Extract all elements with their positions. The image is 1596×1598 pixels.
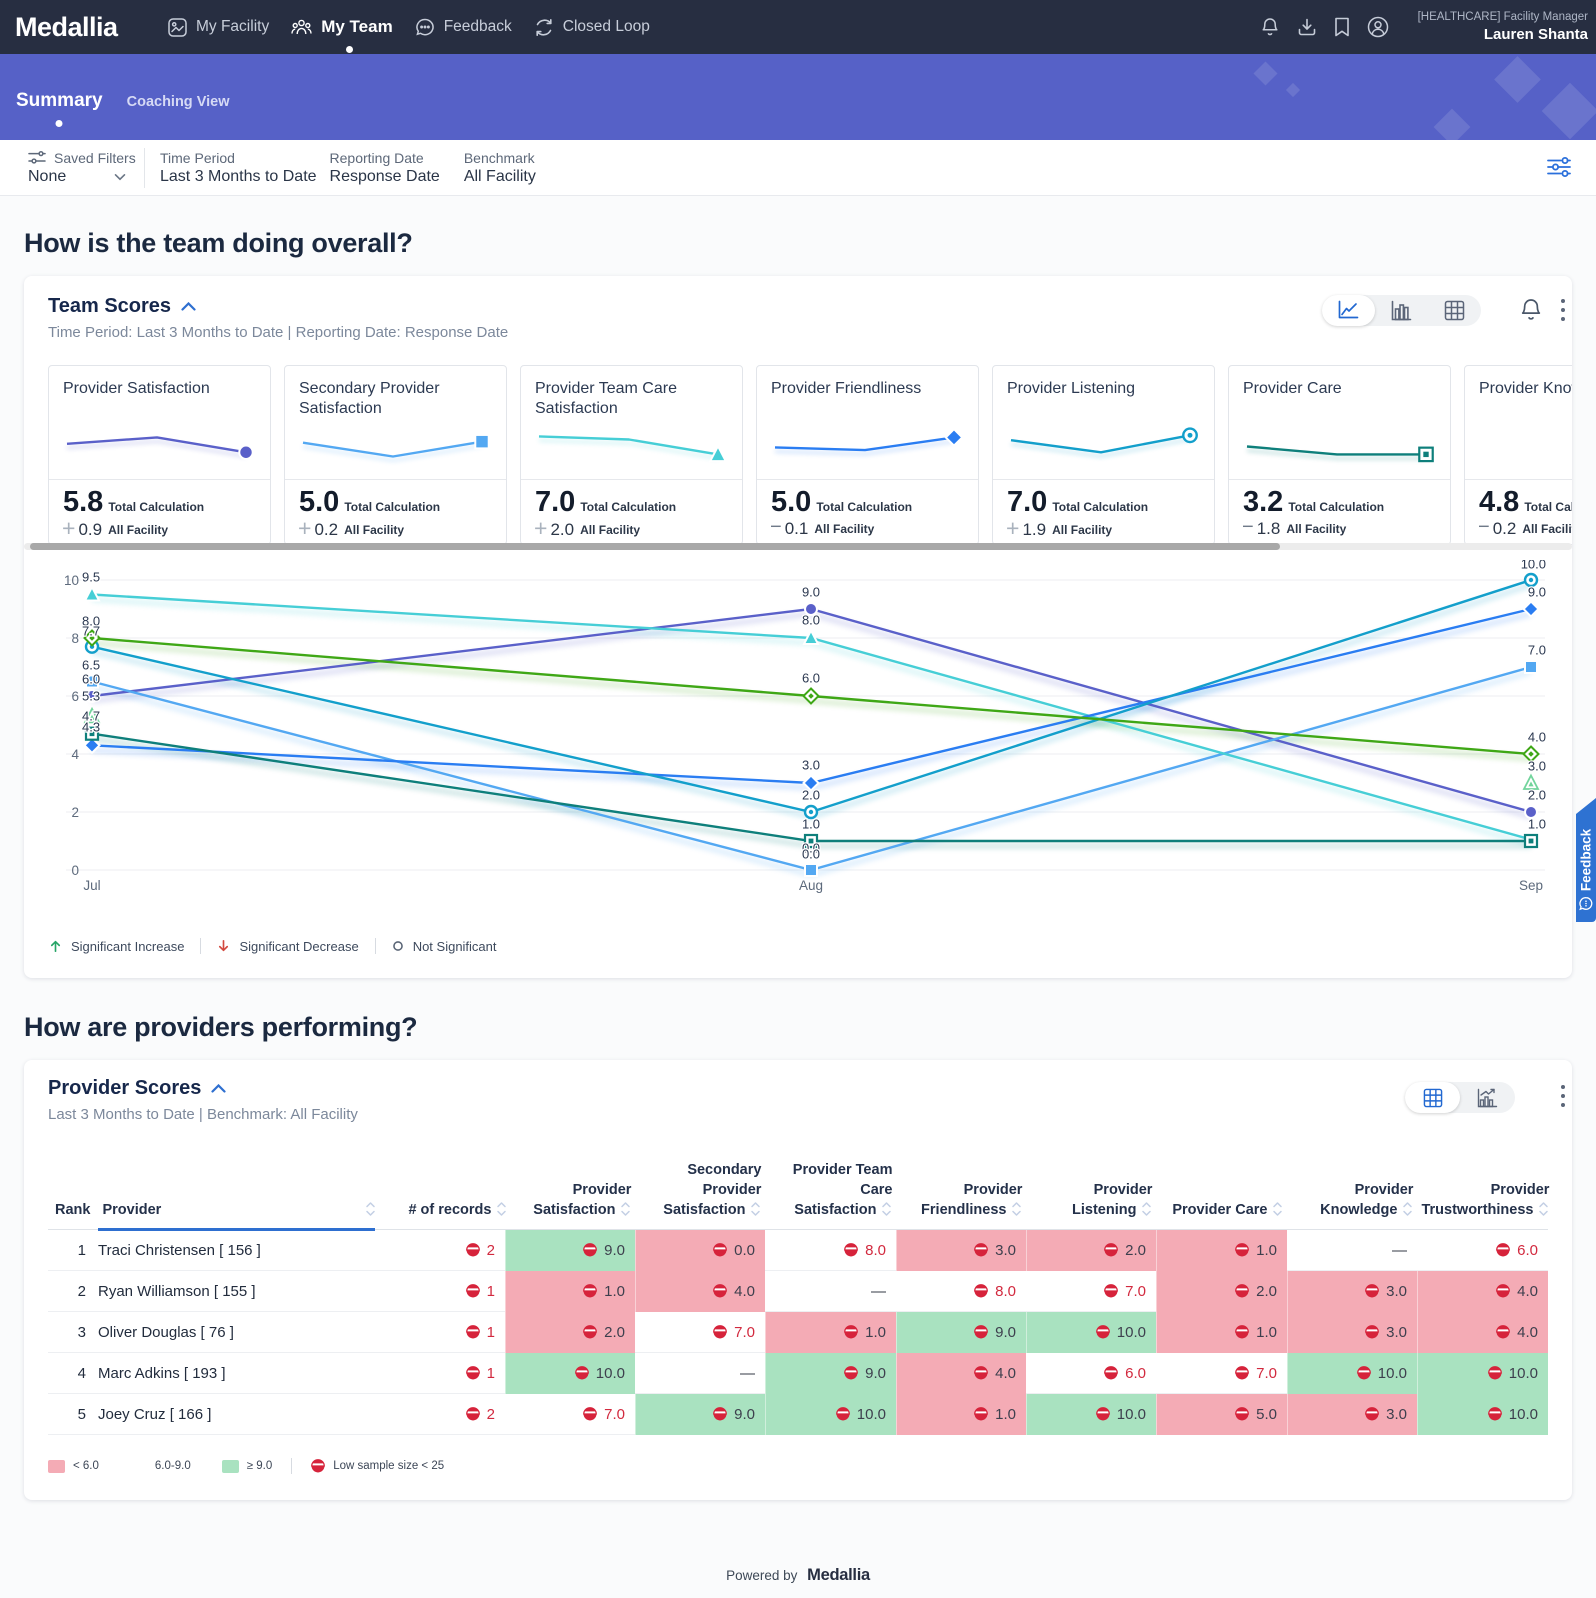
svg-text:7.7: 7.7	[82, 624, 100, 639]
svg-text:Sep: Sep	[1519, 878, 1543, 893]
svg-text:6: 6	[71, 689, 79, 704]
svg-text:6.5: 6.5	[82, 658, 100, 673]
svg-text:9.0: 9.0	[802, 585, 820, 600]
svg-text:4.0: 4.0	[1528, 730, 1546, 745]
svg-text:Feedback: Feedback	[1579, 828, 1594, 891]
svg-text:4.7: 4.7	[82, 709, 100, 724]
svg-text:3.0: 3.0	[802, 758, 820, 773]
svg-text:1.0: 1.0	[802, 817, 820, 832]
svg-text:0: 0	[71, 863, 79, 878]
svg-text:8.0: 8.0	[802, 613, 820, 628]
svg-text:2.0: 2.0	[1528, 788, 1546, 803]
svg-text:9.5: 9.5	[82, 570, 100, 585]
svg-text:6.0: 6.0	[82, 672, 100, 687]
svg-text:1.0: 1.0	[1528, 817, 1546, 832]
svg-text:4: 4	[71, 747, 79, 762]
svg-text:Jul: Jul	[83, 878, 100, 893]
svg-text:4.3: 4.3	[82, 720, 100, 735]
svg-text:10: 10	[64, 573, 79, 588]
svg-text:0.0: 0.0	[802, 841, 820, 856]
svg-text:0.0: 0.0	[802, 847, 820, 862]
svg-text:7.0: 7.0	[1528, 643, 1546, 658]
svg-text:3.0: 3.0	[1528, 759, 1546, 774]
svg-text:Aug: Aug	[799, 878, 823, 893]
svg-text:6.0: 6.0	[802, 671, 820, 686]
svg-text:2.0: 2.0	[802, 788, 820, 803]
svg-text:9.0: 9.0	[1528, 585, 1546, 600]
svg-text:8: 8	[71, 631, 79, 646]
svg-text:5.3: 5.3	[82, 689, 100, 704]
svg-text:10.0: 10.0	[1521, 560, 1546, 572]
svg-text:8.0: 8.0	[82, 614, 100, 629]
svg-text:2: 2	[71, 805, 79, 820]
